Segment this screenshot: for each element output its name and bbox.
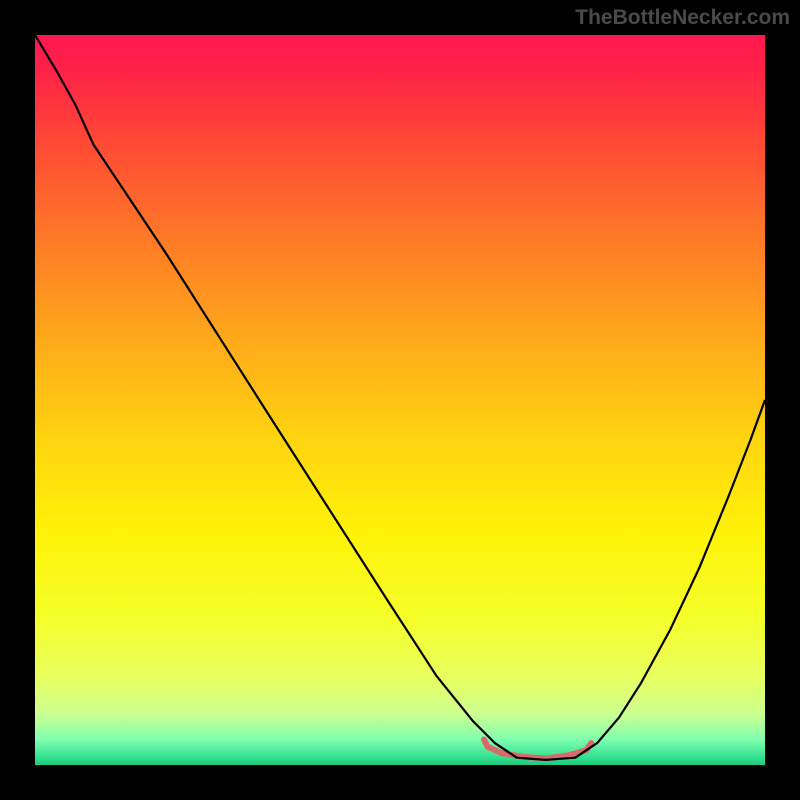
curve-layer <box>35 35 765 765</box>
plot-area <box>35 35 765 765</box>
bottleneck-curve <box>35 35 765 760</box>
watermark-text: TheBottleNecker.com <box>575 6 790 30</box>
flat-segment-marker <box>484 739 591 758</box>
